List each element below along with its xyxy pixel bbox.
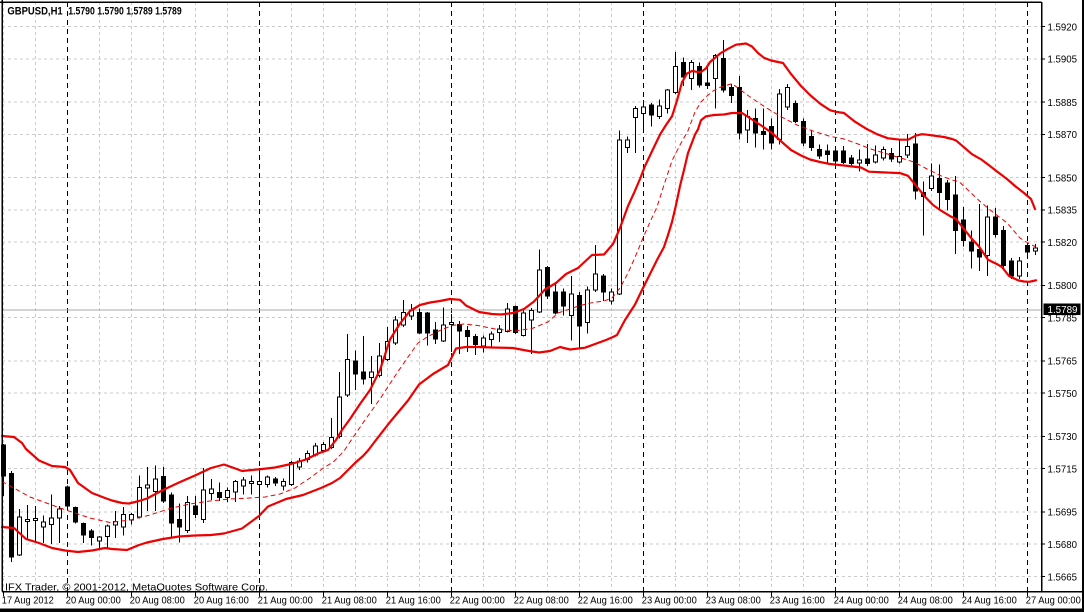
svg-text:1.5905: 1.5905 — [1048, 54, 1078, 66]
svg-text:1.5790 1.5790 1.5789 1.5789: 1.5790 1.5790 1.5789 1.5789 — [68, 6, 181, 18]
svg-text:22 Aug 00:00: 22 Aug 00:00 — [450, 595, 505, 607]
svg-text:1.5665: 1.5665 — [1048, 571, 1078, 583]
svg-text:1.5920: 1.5920 — [1048, 21, 1078, 33]
svg-text:21 Aug 00:00: 21 Aug 00:00 — [258, 595, 313, 607]
svg-text:23 Aug 00:00: 23 Aug 00:00 — [642, 595, 697, 607]
svg-text:1.5870: 1.5870 — [1048, 129, 1078, 141]
svg-text:27 Aug 00:00: 27 Aug 00:00 — [1026, 595, 1081, 607]
svg-text:1.5789: 1.5789 — [1048, 304, 1078, 316]
svg-text:17 Aug 2012: 17 Aug 2012 — [2, 595, 54, 607]
svg-text:1.5800: 1.5800 — [1048, 280, 1078, 292]
svg-text:20 Aug 08:00: 20 Aug 08:00 — [130, 595, 185, 607]
svg-text:1.5730: 1.5730 — [1048, 431, 1078, 443]
svg-text:24 Aug 08:00: 24 Aug 08:00 — [898, 595, 953, 607]
svg-text:1.5885: 1.5885 — [1048, 97, 1078, 109]
svg-text:1.5695: 1.5695 — [1048, 507, 1078, 519]
svg-text:24 Aug 00:00: 24 Aug 00:00 — [834, 595, 889, 607]
svg-text:GBPUSD,H1: GBPUSD,H1 — [7, 6, 62, 18]
svg-text:23 Aug 16:00: 23 Aug 16:00 — [770, 595, 825, 607]
svg-text:21 Aug 08:00: 21 Aug 08:00 — [322, 595, 377, 607]
svg-text:24 Aug 16:00: 24 Aug 16:00 — [962, 595, 1017, 607]
svg-text:21 Aug 16:00: 21 Aug 16:00 — [386, 595, 441, 607]
svg-text:20 Aug 00:00: 20 Aug 00:00 — [66, 595, 121, 607]
svg-text:22 Aug 08:00: 22 Aug 08:00 — [514, 595, 569, 607]
svg-text:20 Aug 16:00: 20 Aug 16:00 — [194, 595, 249, 607]
svg-text:22 Aug 16:00: 22 Aug 16:00 — [578, 595, 633, 607]
svg-text:1.5680: 1.5680 — [1048, 539, 1078, 551]
svg-text:1.5850: 1.5850 — [1048, 172, 1078, 184]
svg-text:1.5715: 1.5715 — [1048, 464, 1078, 476]
svg-text:IFX Trader, © 2001-2012, MetaQ: IFX Trader, © 2001-2012, MetaQuotes Soft… — [5, 581, 268, 593]
svg-text:1.5820: 1.5820 — [1048, 237, 1078, 249]
svg-text:1.5785: 1.5785 — [1048, 313, 1078, 325]
svg-text:1.5750: 1.5750 — [1048, 388, 1078, 400]
svg-text:1.5835: 1.5835 — [1048, 205, 1078, 217]
svg-text:1.5765: 1.5765 — [1048, 356, 1078, 368]
svg-text:23 Aug 08:00: 23 Aug 08:00 — [706, 595, 761, 607]
